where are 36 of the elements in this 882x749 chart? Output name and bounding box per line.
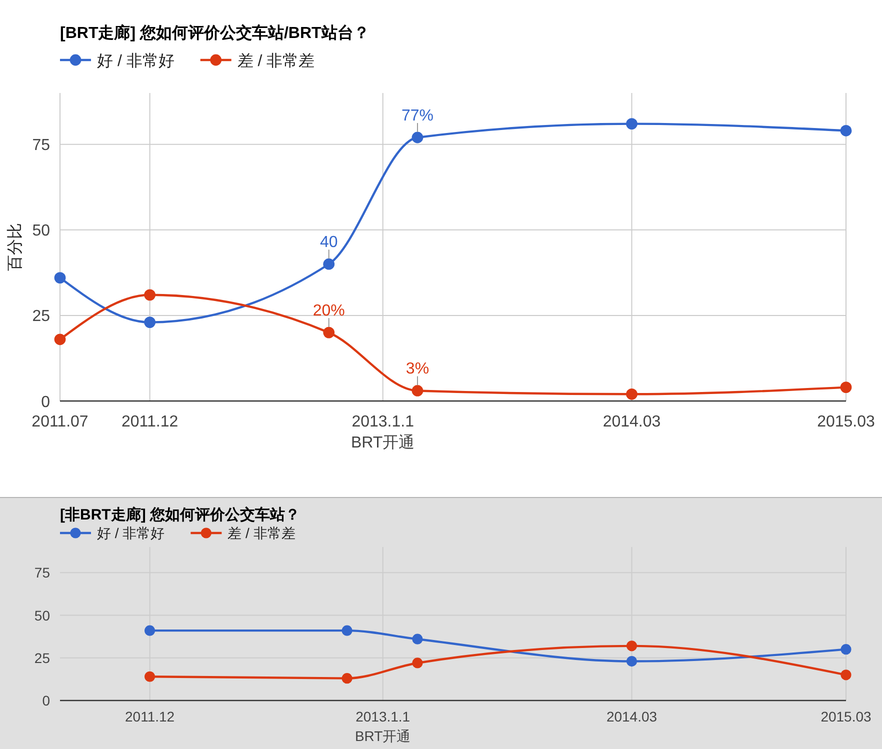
x-tick-label: 2013.1.1 BRT开通	[354, 708, 411, 744]
x-tick-label: 2014.03	[602, 414, 661, 430]
data-label: 20%	[312, 302, 345, 328]
legend-label: 差 / 非常差	[237, 52, 315, 70]
y-tick-label: 25	[32, 308, 50, 326]
title: [BRT走廊] 您如何评价公交车站/BRT站台？	[60, 25, 370, 42]
legend-label: 好 / 非常好	[97, 52, 174, 70]
x-tick-label: 2011.12	[121, 414, 178, 430]
y-tick-label: 50	[32, 222, 50, 240]
data-label: 3%	[406, 360, 430, 386]
legend-item: 好 / 非常好	[60, 52, 174, 70]
x-tick-label: 2013.1.1 BRT开通	[351, 414, 415, 452]
data-label: 77%	[401, 107, 434, 124]
x-tick-label: 2015.03	[817, 414, 875, 430]
data-label: 3%	[406, 360, 430, 378]
title: [非BRT走廊] 您如何评价公交车站？	[60, 506, 300, 524]
legend-item: 差 / 非常差	[190, 525, 296, 542]
y-axis-title: 百分比	[7, 223, 24, 271]
y-tick-label: 75	[34, 564, 50, 581]
legend-label: 差 / 非常差	[228, 525, 296, 542]
legend-item: 好 / 非常好	[60, 525, 165, 542]
y-tick-label: 25	[34, 650, 50, 666]
data-label: 40	[320, 234, 338, 252]
legend-item: 差 / 非常差	[200, 52, 315, 70]
y-tick-label: 75	[32, 137, 50, 154]
y-tick-label: 0	[41, 394, 50, 411]
data-label: 77%	[401, 108, 434, 132]
x-tick-label: 2011.12	[125, 708, 175, 724]
y-tick-label: 0	[42, 692, 50, 709]
data-label: 20%	[312, 302, 345, 320]
legend-label: 好 / 非常好	[97, 525, 165, 542]
x-tick-label: 2014.03	[606, 708, 658, 724]
x-tick-label: 2015.03	[820, 708, 872, 724]
y-tick-label: 50	[34, 607, 50, 624]
x-tick-label: 2011.07	[32, 414, 88, 430]
data-label: 40	[320, 234, 338, 260]
